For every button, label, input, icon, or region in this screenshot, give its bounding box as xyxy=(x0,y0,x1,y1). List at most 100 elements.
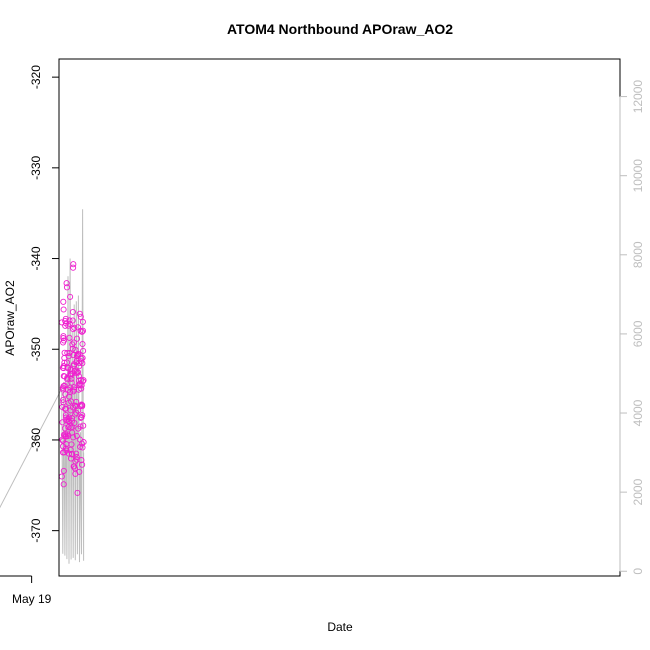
data-point xyxy=(63,417,70,424)
data-point xyxy=(70,339,77,346)
data-point xyxy=(72,346,79,353)
data-point xyxy=(73,409,80,416)
data-point xyxy=(61,449,68,456)
data-point xyxy=(66,320,73,327)
data-point xyxy=(77,414,84,421)
data-point xyxy=(62,430,69,438)
y2-axis: 0 2000 4000 6000 8000 10000 12000 xyxy=(619,80,645,575)
data-point xyxy=(69,341,76,348)
data-point xyxy=(77,443,84,450)
y2-tick-label: 10000 xyxy=(631,159,645,193)
data-point xyxy=(60,365,67,372)
data-point xyxy=(60,298,67,305)
data-point xyxy=(80,439,87,446)
x-tick-label: May 19 xyxy=(12,592,52,606)
data-point xyxy=(80,377,87,384)
y-tick-label: -360 xyxy=(29,428,43,452)
data-point xyxy=(59,437,67,444)
data-point xyxy=(71,419,78,427)
data-point xyxy=(79,461,86,468)
y2-tick-label: 12000 xyxy=(631,80,645,114)
scatter-points xyxy=(58,261,87,496)
y2-tick-label: 0 xyxy=(631,568,645,575)
data-point xyxy=(70,434,77,441)
data-point xyxy=(73,450,80,457)
data-point xyxy=(73,456,80,463)
data-point xyxy=(74,369,82,376)
data-point xyxy=(73,454,80,461)
data-point xyxy=(66,334,73,341)
data-point xyxy=(80,347,87,354)
data-point xyxy=(61,425,69,432)
data-point xyxy=(67,371,75,378)
data-point xyxy=(60,333,67,340)
grey-line-path xyxy=(0,209,85,564)
data-point xyxy=(79,403,86,410)
data-point xyxy=(60,373,67,380)
data-point xyxy=(71,402,78,409)
y-axis-label: APOraw_AO2 xyxy=(3,280,17,356)
data-point xyxy=(60,306,67,313)
data-point xyxy=(78,457,85,464)
data-point xyxy=(77,313,84,320)
data-point xyxy=(80,422,87,429)
data-point xyxy=(77,358,85,365)
data-point xyxy=(79,354,86,362)
data-point xyxy=(70,264,77,271)
data-point xyxy=(70,261,77,268)
chart-title: ATOM4 Northbound APOraw_AO2 xyxy=(227,21,453,37)
data-point xyxy=(60,335,67,342)
data-point xyxy=(71,465,78,472)
data-point xyxy=(78,440,85,447)
data-point xyxy=(66,350,73,357)
data-point xyxy=(75,425,82,432)
data-point xyxy=(78,376,85,383)
data-point xyxy=(63,359,71,366)
y2-tick-label: 4000 xyxy=(631,399,645,426)
data-point xyxy=(78,414,85,421)
plot-box xyxy=(58,58,621,577)
y-tick-label: -320 xyxy=(29,65,43,89)
data-point xyxy=(73,353,81,360)
y-axis: -370 -360 -350 -340 -330 -320 xyxy=(29,65,60,543)
data-point xyxy=(60,481,67,488)
data-point xyxy=(71,324,78,331)
data-point xyxy=(60,396,67,403)
y2-tick-label: 8000 xyxy=(631,241,645,268)
data-point xyxy=(63,284,71,291)
data-point xyxy=(70,384,77,391)
data-point xyxy=(78,355,85,362)
data-point xyxy=(62,391,69,398)
data-point xyxy=(78,328,86,335)
data-point xyxy=(65,424,72,431)
data-point xyxy=(64,349,71,356)
data-point xyxy=(67,455,75,462)
data-point xyxy=(69,308,76,316)
x-axis-label: Date xyxy=(327,620,353,634)
data-point xyxy=(60,339,67,346)
x-axis: May 11May 13May 15May 17May 19 xyxy=(0,575,52,606)
data-point xyxy=(72,458,79,465)
y-tick-label: -330 xyxy=(29,155,43,179)
data-point xyxy=(70,326,77,333)
data-point xyxy=(62,432,69,440)
y2-tick-label: 2000 xyxy=(631,478,645,505)
data-point xyxy=(79,318,86,325)
data-point xyxy=(63,280,70,287)
data-point xyxy=(60,383,67,390)
data-point xyxy=(62,320,70,327)
data-point xyxy=(73,335,81,342)
data-point xyxy=(60,467,67,474)
data-point xyxy=(75,386,82,393)
data-point xyxy=(76,310,83,317)
data-point xyxy=(76,380,83,387)
data-point xyxy=(67,446,74,453)
data-point xyxy=(79,327,87,334)
data-point xyxy=(73,370,81,377)
data-point xyxy=(79,340,86,348)
data-point xyxy=(65,399,72,406)
y-tick-label: -370 xyxy=(29,518,43,542)
data-point xyxy=(59,403,66,411)
y-tick-label: -350 xyxy=(29,337,43,361)
